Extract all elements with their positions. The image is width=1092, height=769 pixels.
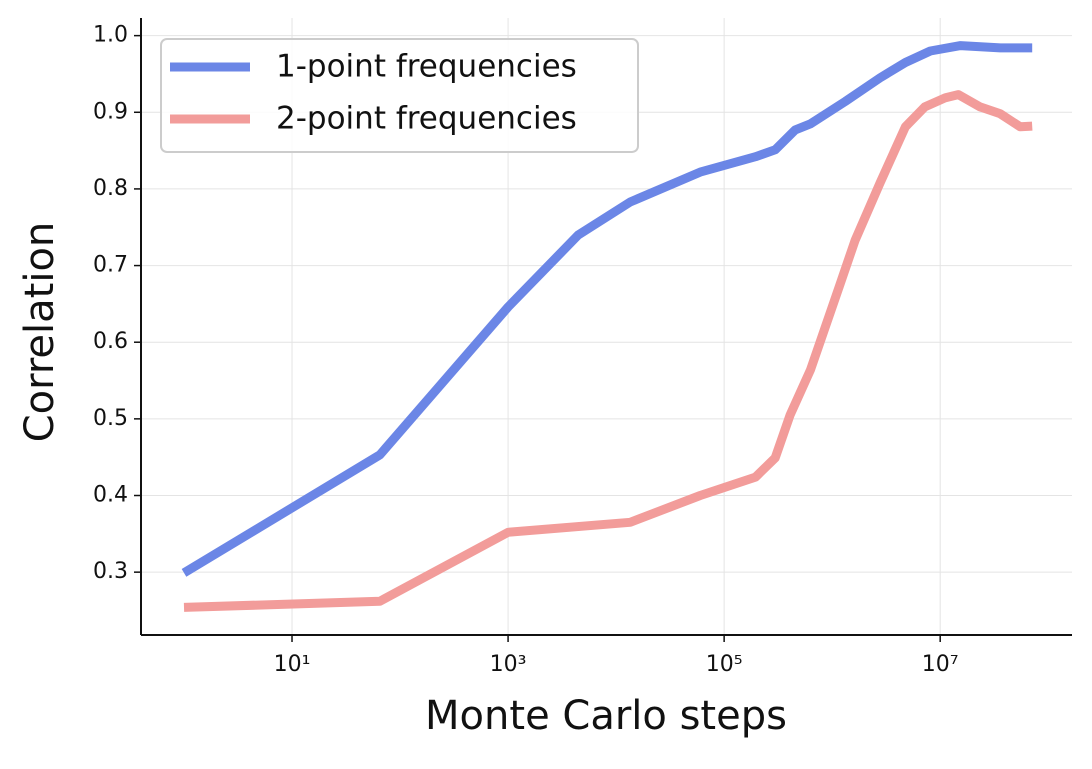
y-tick-label: 0.4 [93, 483, 128, 508]
legend-frame [160, 38, 639, 153]
legend-label: 2-point frequencies [276, 101, 577, 137]
plot-area [181, 41, 1033, 612]
x-tick-label: 10¹ [274, 652, 311, 677]
y-tick-label: 0.6 [93, 329, 128, 354]
series-line [181, 41, 1033, 577]
axes: 0.3 0.4 0.5 0.6 0.7 0.8 0.9 1.0 10¹ 10³ 10⁵ 10⁷ [93, 23, 959, 677]
legend-label: 1-point frequencies [276, 49, 577, 85]
x-tick-label: 10⁵ [706, 652, 743, 677]
x-axis-title: Monte Carlo steps [425, 693, 787, 739]
y-tick-label: 0.5 [93, 406, 128, 431]
series-line [183, 90, 1033, 612]
legend: 1-point frequencies 2-point frequencies [160, 38, 639, 153]
y-tick-label: 0.3 [93, 559, 128, 584]
x-tick-label: 10⁷ [922, 652, 959, 677]
y-axis-title: Correlation [17, 222, 63, 443]
x-tick-label: 10³ [490, 652, 527, 677]
y-tick-label: 0.8 [93, 176, 128, 201]
y-tick-label: 0.9 [93, 99, 128, 124]
y-tick-label: 1.0 [93, 23, 128, 48]
y-tick-label: 0.7 [93, 253, 128, 278]
